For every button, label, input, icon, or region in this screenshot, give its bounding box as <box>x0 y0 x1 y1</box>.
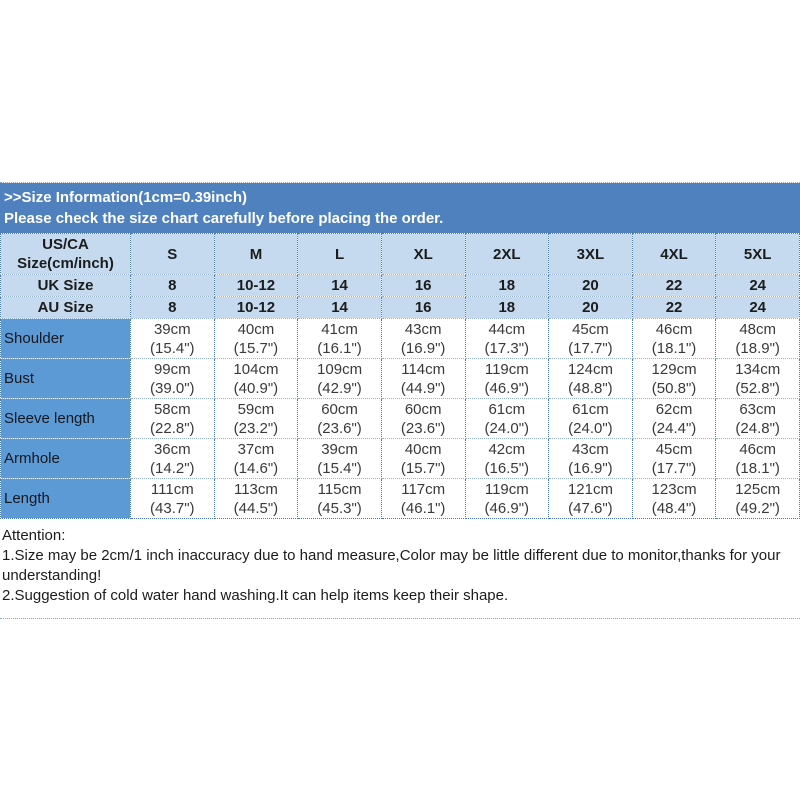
measurement-cell: 134cm (52.8") <box>715 358 800 399</box>
measurement-cell: 63cm (24.8") <box>715 398 800 439</box>
size-table: US/CA Size(cm/inch) S M L XL 2XL 3XL 4XL… <box>0 233 800 519</box>
measurement-cell: 44cm (17.3") <box>464 318 550 359</box>
measurement-cell: 37cm (14.6") <box>213 438 299 479</box>
uk-size-row: UK Size 8 10-12 14 16 18 20 22 24 <box>0 274 800 297</box>
au-size-cell: 14 <box>297 296 382 319</box>
attention-note-2: 2.Suggestion of cold water hand washing.… <box>2 587 509 604</box>
measurement-cell: 39cm (15.4") <box>297 438 382 479</box>
measurement-row-sleeve: Sleeve length 58cm (22.8") 59cm (23.2") … <box>0 398 800 439</box>
size-header-row: US/CA Size(cm/inch) S M L XL 2XL 3XL 4XL… <box>0 233 800 275</box>
measurement-cell: 42cm (16.5") <box>464 438 550 479</box>
measurement-cell: 46cm (18.1") <box>631 318 717 359</box>
row-label: Shoulder <box>0 318 131 359</box>
measurement-cell: 109cm (42.9") <box>297 358 382 399</box>
measurement-cell: 62cm (24.4") <box>631 398 717 439</box>
measurement-cell: 104cm (40.9") <box>213 358 299 399</box>
measurement-row-length: Length 111cm (43.7") 113cm (44.5") 115cm… <box>0 478 800 519</box>
au-size-cell: 24 <box>715 296 800 319</box>
measurement-cell: 59cm (23.2") <box>213 398 299 439</box>
au-size-cell: 20 <box>548 296 633 319</box>
measurement-cell: 58cm (22.8") <box>130 398 215 439</box>
size-header-cell: 4XL <box>631 233 717 275</box>
measurement-cell: 114cm (44.9") <box>380 358 466 399</box>
measurement-cell: 119cm (46.9") <box>464 358 550 399</box>
measurement-cell: 61cm (24.0") <box>548 398 633 439</box>
corner-header: US/CA Size(cm/inch) <box>0 233 131 275</box>
attention-title: Attention: <box>2 527 66 544</box>
size-chart-sheet: >>Size Information(1cm=0.39inch) Please … <box>0 182 800 619</box>
au-size-cell: 22 <box>631 296 717 319</box>
au-size-cell: 16 <box>380 296 466 319</box>
au-size-cell: 8 <box>130 296 215 319</box>
row-label: UK Size <box>0 274 131 297</box>
measurement-cell: 40cm (15.7") <box>213 318 299 359</box>
measurement-cell: 125cm (49.2") <box>715 478 800 519</box>
measurement-cell: 123cm (48.4") <box>631 478 717 519</box>
size-header-cell: M <box>213 233 299 275</box>
measurement-cell: 36cm (14.2") <box>130 438 215 479</box>
size-header-cell: S <box>130 233 215 275</box>
measurement-cell: 45cm (17.7") <box>631 438 717 479</box>
measurement-cell: 99cm (39.0") <box>130 358 215 399</box>
measurement-cell: 43cm (16.9") <box>548 438 633 479</box>
size-header-cell: L <box>297 233 382 275</box>
measurement-row-bust: Bust 99cm (39.0") 104cm (40.9") 109cm (4… <box>0 358 800 399</box>
banner-title: >>Size Information(1cm=0.39inch) <box>4 189 247 206</box>
attention-note-1: 1.Size may be 2cm/1 inch inaccuracy due … <box>2 547 781 584</box>
measurement-cell: 119cm (46.9") <box>464 478 550 519</box>
measurement-cell: 61cm (24.0") <box>464 398 550 439</box>
uk-size-cell: 14 <box>297 274 382 297</box>
measurement-cell: 60cm (23.6") <box>380 398 466 439</box>
row-label: Armhole <box>0 438 131 479</box>
measurement-cell: 117cm (46.1") <box>380 478 466 519</box>
row-label: Sleeve length <box>0 398 131 439</box>
measurement-cell: 121cm (47.6") <box>548 478 633 519</box>
au-size-cell: 18 <box>464 296 550 319</box>
uk-size-cell: 10-12 <box>213 274 299 297</box>
measurement-cell: 39cm (15.4") <box>130 318 215 359</box>
uk-size-cell: 16 <box>380 274 466 297</box>
row-label: Length <box>0 478 131 519</box>
uk-size-cell: 8 <box>130 274 215 297</box>
measurement-cell: 111cm (43.7") <box>130 478 215 519</box>
au-size-cell: 10-12 <box>213 296 299 319</box>
measurement-cell: 40cm (15.7") <box>380 438 466 479</box>
measurement-row-shoulder: Shoulder 39cm (15.4") 40cm (15.7") 41cm … <box>0 318 800 359</box>
au-size-row: AU Size 8 10-12 14 16 18 20 22 24 <box>0 296 800 319</box>
banner-subtitle: Please check the size chart carefully be… <box>4 210 444 227</box>
row-label: AU Size <box>0 296 131 319</box>
measurement-cell: 129cm (50.8") <box>631 358 717 399</box>
size-header-cell: 3XL <box>548 233 633 275</box>
uk-size-cell: 20 <box>548 274 633 297</box>
measurement-cell: 115cm (45.3") <box>297 478 382 519</box>
info-banner: >>Size Information(1cm=0.39inch) Please … <box>0 183 800 233</box>
measurement-cell: 46cm (18.1") <box>715 438 800 479</box>
size-header-cell: 2XL <box>464 233 550 275</box>
measurement-cell: 48cm (18.9") <box>715 318 800 359</box>
row-label: Bust <box>0 358 131 399</box>
size-header-cell: 5XL <box>715 233 800 275</box>
uk-size-cell: 18 <box>464 274 550 297</box>
measurement-cell: 113cm (44.5") <box>213 478 299 519</box>
attention-section: Attention: 1.Size may be 2cm/1 inch inac… <box>0 519 800 618</box>
measurement-cell: 43cm (16.9") <box>380 318 466 359</box>
measurement-cell: 124cm (48.8") <box>548 358 633 399</box>
measurement-cell: 45cm (17.7") <box>548 318 633 359</box>
measurement-row-armhole: Armhole 36cm (14.2") 37cm (14.6") 39cm (… <box>0 438 800 479</box>
uk-size-cell: 24 <box>715 274 800 297</box>
measurement-cell: 41cm (16.1") <box>297 318 382 359</box>
size-header-cell: XL <box>380 233 466 275</box>
uk-size-cell: 22 <box>631 274 717 297</box>
measurement-cell: 60cm (23.6") <box>297 398 382 439</box>
